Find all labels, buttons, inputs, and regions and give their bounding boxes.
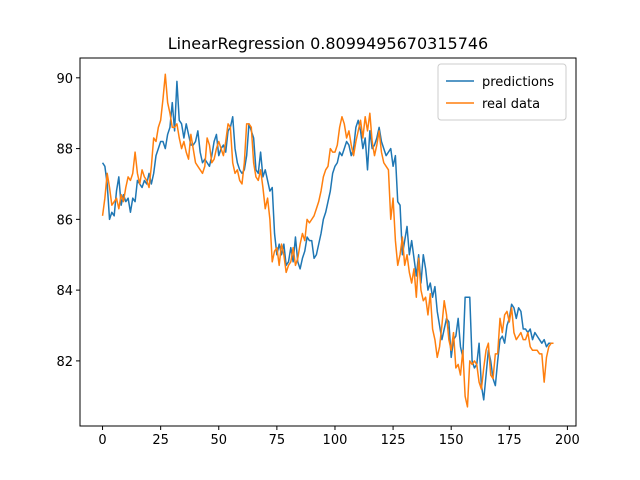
line-series (101, 73, 554, 408)
x-tick-label: 100 (323, 433, 348, 448)
x-tick-label: 125 (381, 433, 406, 448)
y-tick-label: 88 (56, 143, 73, 158)
y-tick-label: 84 (56, 284, 73, 299)
y-tick-label: 90 (56, 72, 73, 87)
legend-label: real data (482, 97, 540, 112)
x-tick-label: 0 (98, 433, 106, 448)
x-tick-label: 75 (269, 433, 286, 448)
x-tick-label: 175 (497, 433, 522, 448)
y-tick-label: 86 (56, 213, 73, 228)
x-tick-label: 150 (439, 433, 464, 448)
line-series (101, 80, 554, 401)
legend-box (437, 63, 567, 121)
chart-title: LinearRegression 0.8099495670315746 (168, 34, 488, 53)
axes-frame (79, 57, 577, 427)
legend-label: predictions (482, 75, 554, 90)
x-tick-label: 25 (152, 433, 169, 448)
y-tick-label: 82 (56, 355, 73, 370)
x-tick-label: 50 (210, 433, 227, 448)
x-tick-label: 200 (555, 433, 580, 448)
